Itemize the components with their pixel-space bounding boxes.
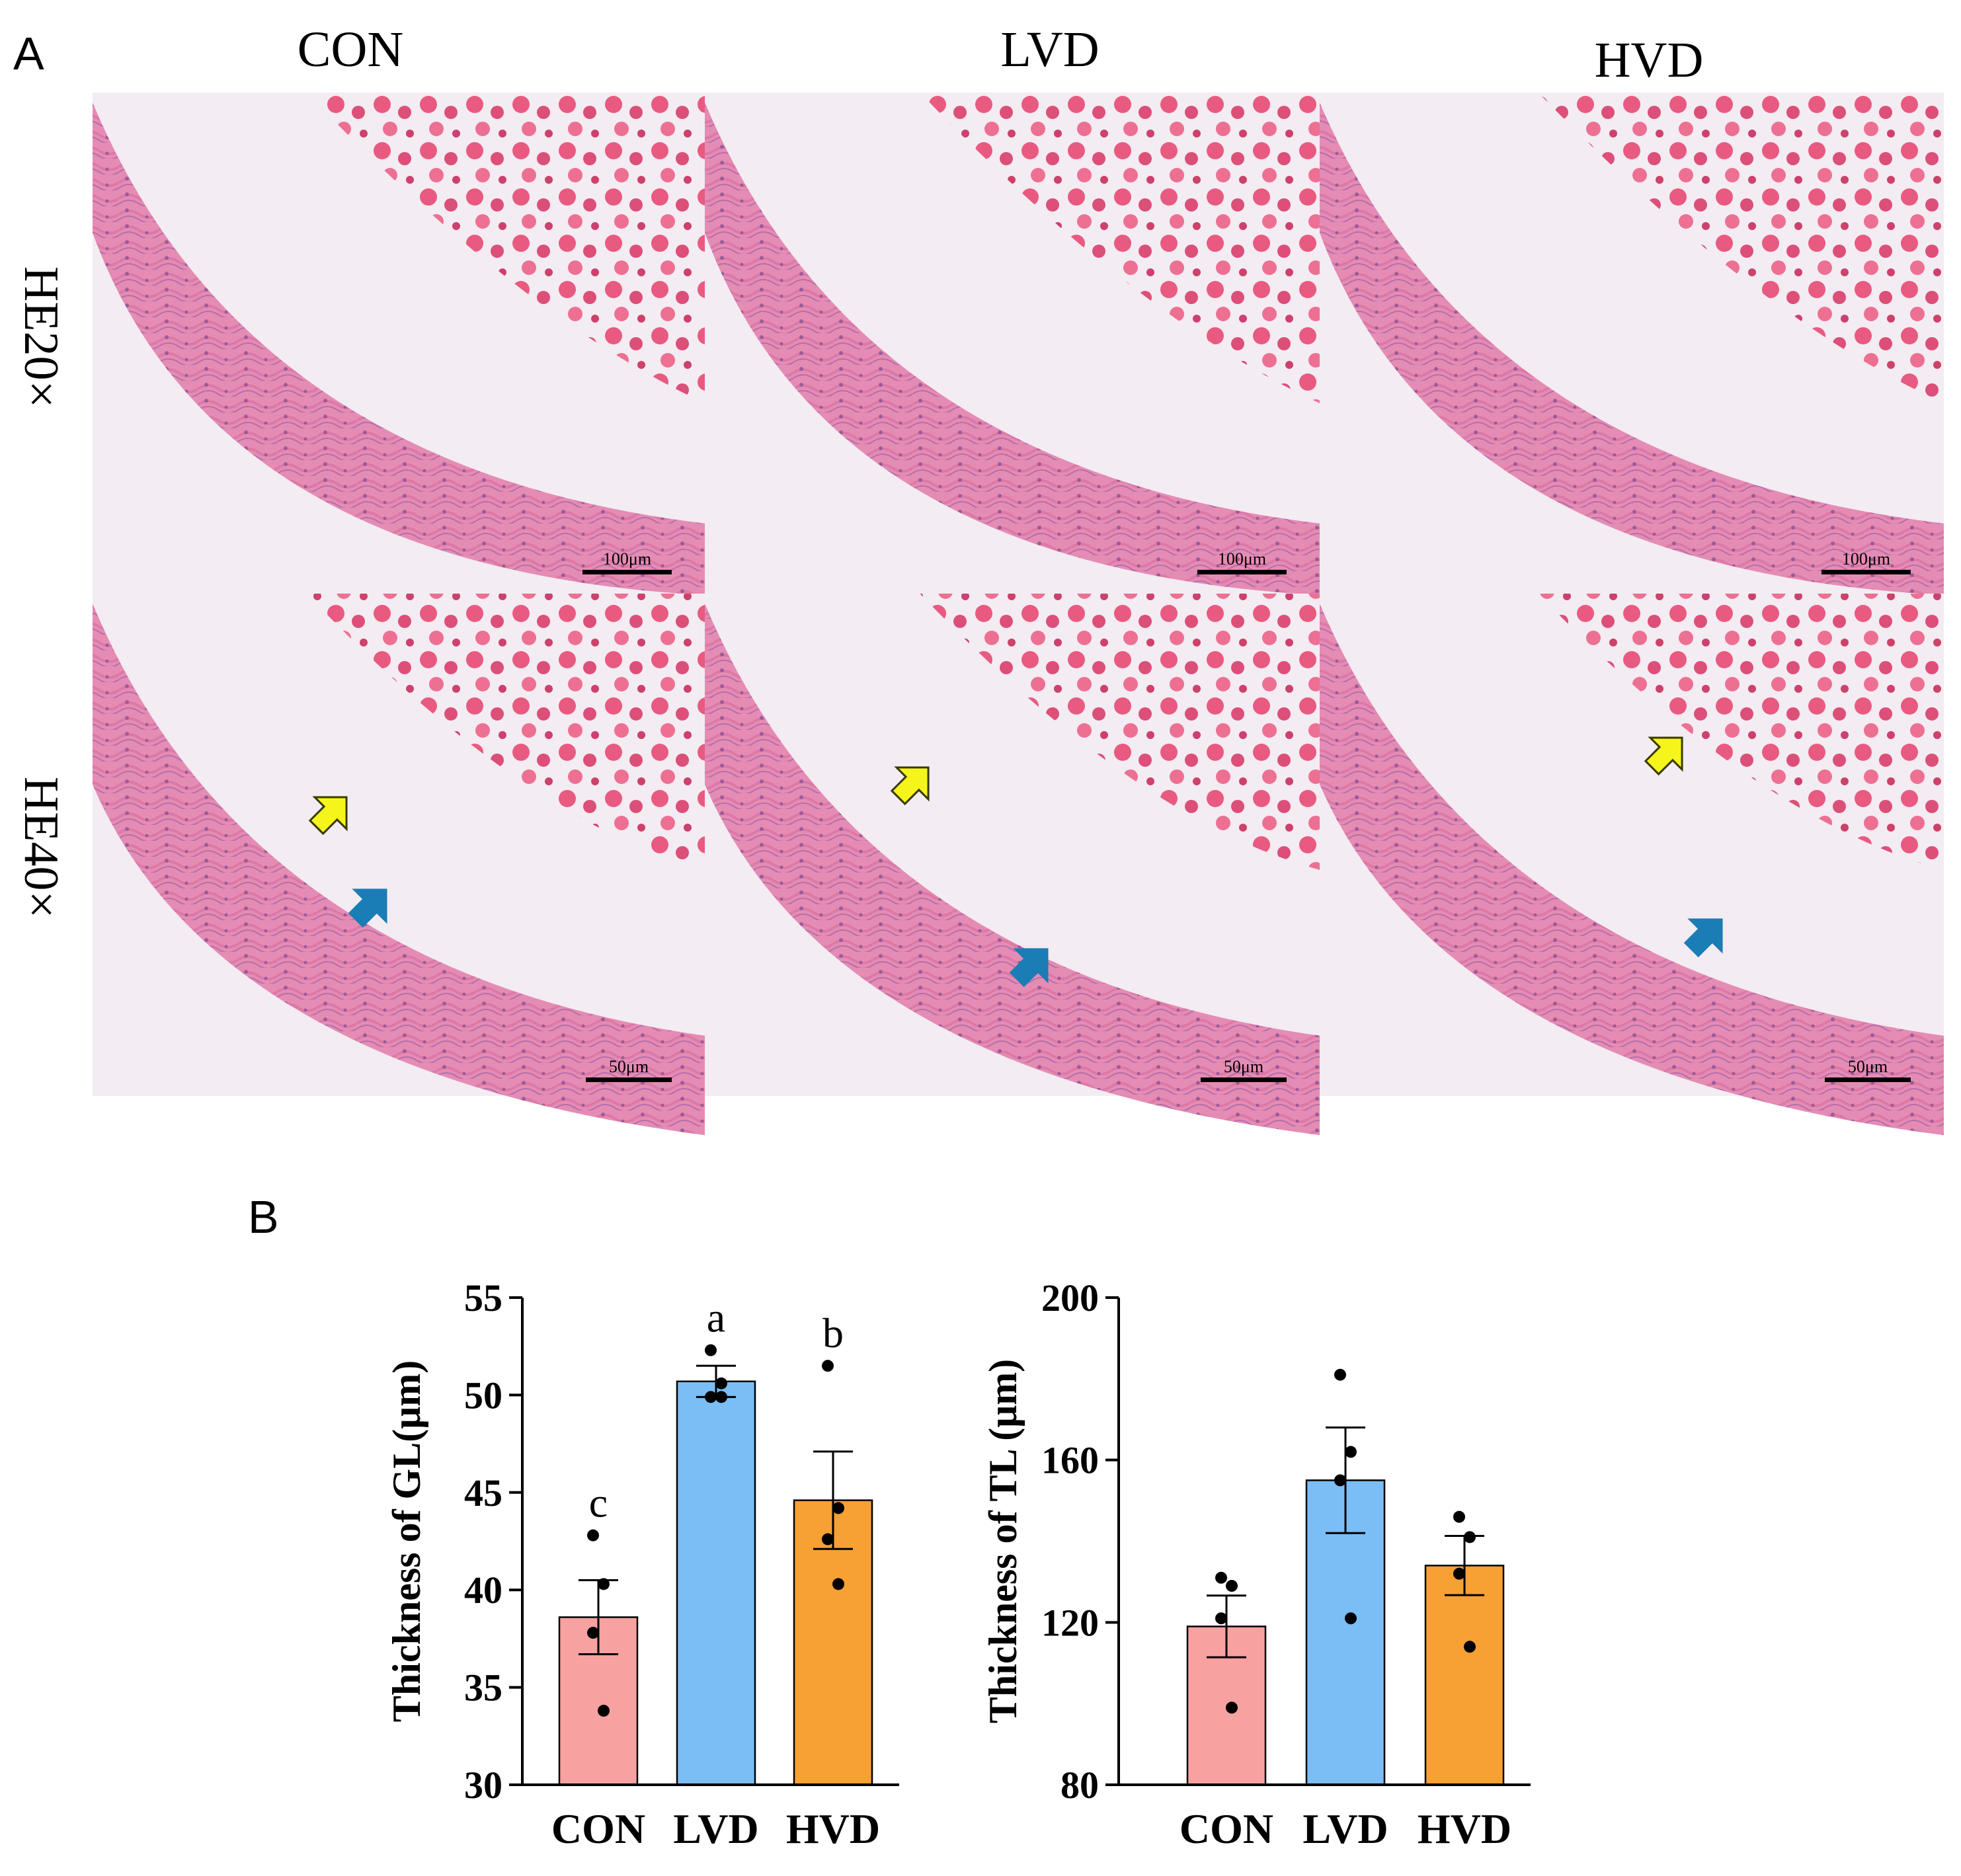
x-category-label-con: CON: [1180, 1805, 1273, 1852]
yellow-arrow-icon: [890, 766, 930, 806]
micrograph-lvd-row1: 100μm: [705, 93, 1320, 596]
follicle-wall-texture: [705, 102, 1320, 596]
column-header-lvd: LVD: [1000, 22, 1099, 77]
panel-b-letter: B: [248, 1191, 279, 1243]
data-point-con: [1215, 1571, 1227, 1584]
y-tick-label: 80: [1061, 1764, 1099, 1807]
data-point-lvd: [705, 1344, 717, 1356]
data-point-lvd: [715, 1377, 727, 1389]
y-tick-label: 40: [464, 1569, 502, 1612]
scale-bar: [1197, 570, 1287, 574]
y-tick-label: 35: [464, 1666, 502, 1709]
yellow-arrow-icon: [1644, 736, 1683, 776]
yolk-region: [1538, 93, 1944, 403]
data-point-hvd: [1453, 1510, 1465, 1523]
data-point-lvd: [1345, 1612, 1357, 1625]
data-point-lvd: [705, 1391, 717, 1403]
follicle-wall-texture: [1320, 102, 1944, 596]
error-bar-con: [579, 1579, 618, 1655]
gl-thickness-chart: c a b 30 35 40 45 50 55 CON LVD HVD Thickness of GL(…: [385, 1276, 899, 1852]
micrograph-con-row2: 50μm: [93, 594, 705, 1136]
bar-lvd: [676, 1380, 756, 1786]
scale-bar: [586, 1077, 672, 1082]
scale-bar-label: 100μm: [1842, 549, 1890, 568]
x-category-label-lvd: LVD: [673, 1805, 758, 1852]
data-point-con: [598, 1578, 610, 1590]
yolk-region: [307, 594, 705, 870]
significance-letter: b: [822, 1309, 844, 1356]
data-point-con: [598, 1704, 610, 1717]
yellow-arrow-icon: [308, 796, 348, 836]
bar-hvd: [1424, 1565, 1505, 1786]
tl-thickness-chart: 80 120 160 200 CON LVD HVD Thickness of TL (μm): [981, 1276, 1531, 1852]
significance-letter: c: [589, 1479, 608, 1526]
y-tick-label: 55: [464, 1276, 502, 1319]
scale-bar-label: 50μm: [1224, 1057, 1263, 1076]
data-point-hvd: [832, 1578, 844, 1590]
scale-bar-label: 50μm: [609, 1057, 649, 1076]
scale-bar: [1825, 1077, 1911, 1082]
column-header-con: CON: [298, 22, 403, 77]
data-point-lvd: [1345, 1446, 1357, 1458]
data-point-hvd: [1464, 1641, 1476, 1653]
y-tick-label: 50: [464, 1374, 502, 1417]
data-point-lvd: [715, 1391, 727, 1403]
follicle-wall-texture: [93, 102, 705, 596]
micrograph-hvd-row2: 50μm: [1320, 594, 1944, 1136]
data-point-hvd: [822, 1360, 834, 1372]
yolk-region: [1538, 594, 1944, 870]
data-point-hvd: [1464, 1531, 1476, 1544]
data-point-hvd: [822, 1533, 834, 1545]
data-point-con: [587, 1529, 599, 1542]
y-tick-label: 160: [1041, 1439, 1099, 1482]
yolk-region: [920, 594, 1320, 870]
x-category-label-hvd: HVD: [1418, 1805, 1511, 1852]
micrograph-hvd-row1: 100μm: [1320, 93, 1944, 596]
y-axis-title: Thickness of GL(μm): [385, 1360, 428, 1722]
micrograph-grid: 100μm 100μm 100μm 50μm 50μm 50μm: [93, 93, 1944, 1136]
data-point-con: [1226, 1701, 1238, 1714]
panel-a-letter: A: [13, 28, 44, 79]
error-bar-con: [1207, 1594, 1246, 1659]
data-point-con: [1226, 1580, 1238, 1592]
scale-bar-label: 100μm: [603, 549, 651, 568]
row-header-he40: HE40×: [14, 777, 68, 918]
yolk-region: [920, 93, 1320, 403]
x-category-label-hvd: HVD: [786, 1805, 880, 1852]
micrograph-con-row1: 100μm: [93, 93, 705, 596]
y-axis-title: Thickness of TL (μm): [981, 1359, 1025, 1723]
column-header-hvd: HVD: [1595, 32, 1704, 88]
blue-arrow-icon: [1009, 948, 1049, 988]
error-bar-hvd: [813, 1450, 853, 1550]
scale-bar: [1201, 1077, 1287, 1082]
row-header-he20: HE20×: [14, 266, 68, 408]
x-category-label-lvd: LVD: [1302, 1805, 1388, 1852]
scale-bar-label: 100μm: [1218, 549, 1266, 568]
blue-arrow-icon: [1683, 918, 1723, 958]
yolk-region: [307, 93, 705, 403]
significance-letter: a: [707, 1294, 725, 1341]
scale-bar: [582, 570, 672, 574]
y-tick-label: 200: [1041, 1276, 1099, 1319]
y-tick-label: 30: [464, 1764, 502, 1807]
data-point-lvd: [1334, 1368, 1346, 1381]
y-tick-label: 120: [1041, 1601, 1099, 1644]
blue-arrow-icon: [348, 888, 387, 928]
data-point-hvd: [832, 1502, 844, 1514]
data-point-con: [587, 1627, 599, 1639]
x-category-label-con: CON: [551, 1805, 645, 1852]
data-point-hvd: [1453, 1567, 1465, 1580]
scale-bar-label: 50μm: [1848, 1057, 1888, 1076]
y-tick-label: 45: [464, 1471, 502, 1514]
micrograph-lvd-row2: 50μm: [705, 594, 1320, 1136]
data-point-con: [1215, 1612, 1227, 1625]
data-point-lvd: [1334, 1474, 1346, 1487]
scale-bar: [1821, 570, 1911, 574]
